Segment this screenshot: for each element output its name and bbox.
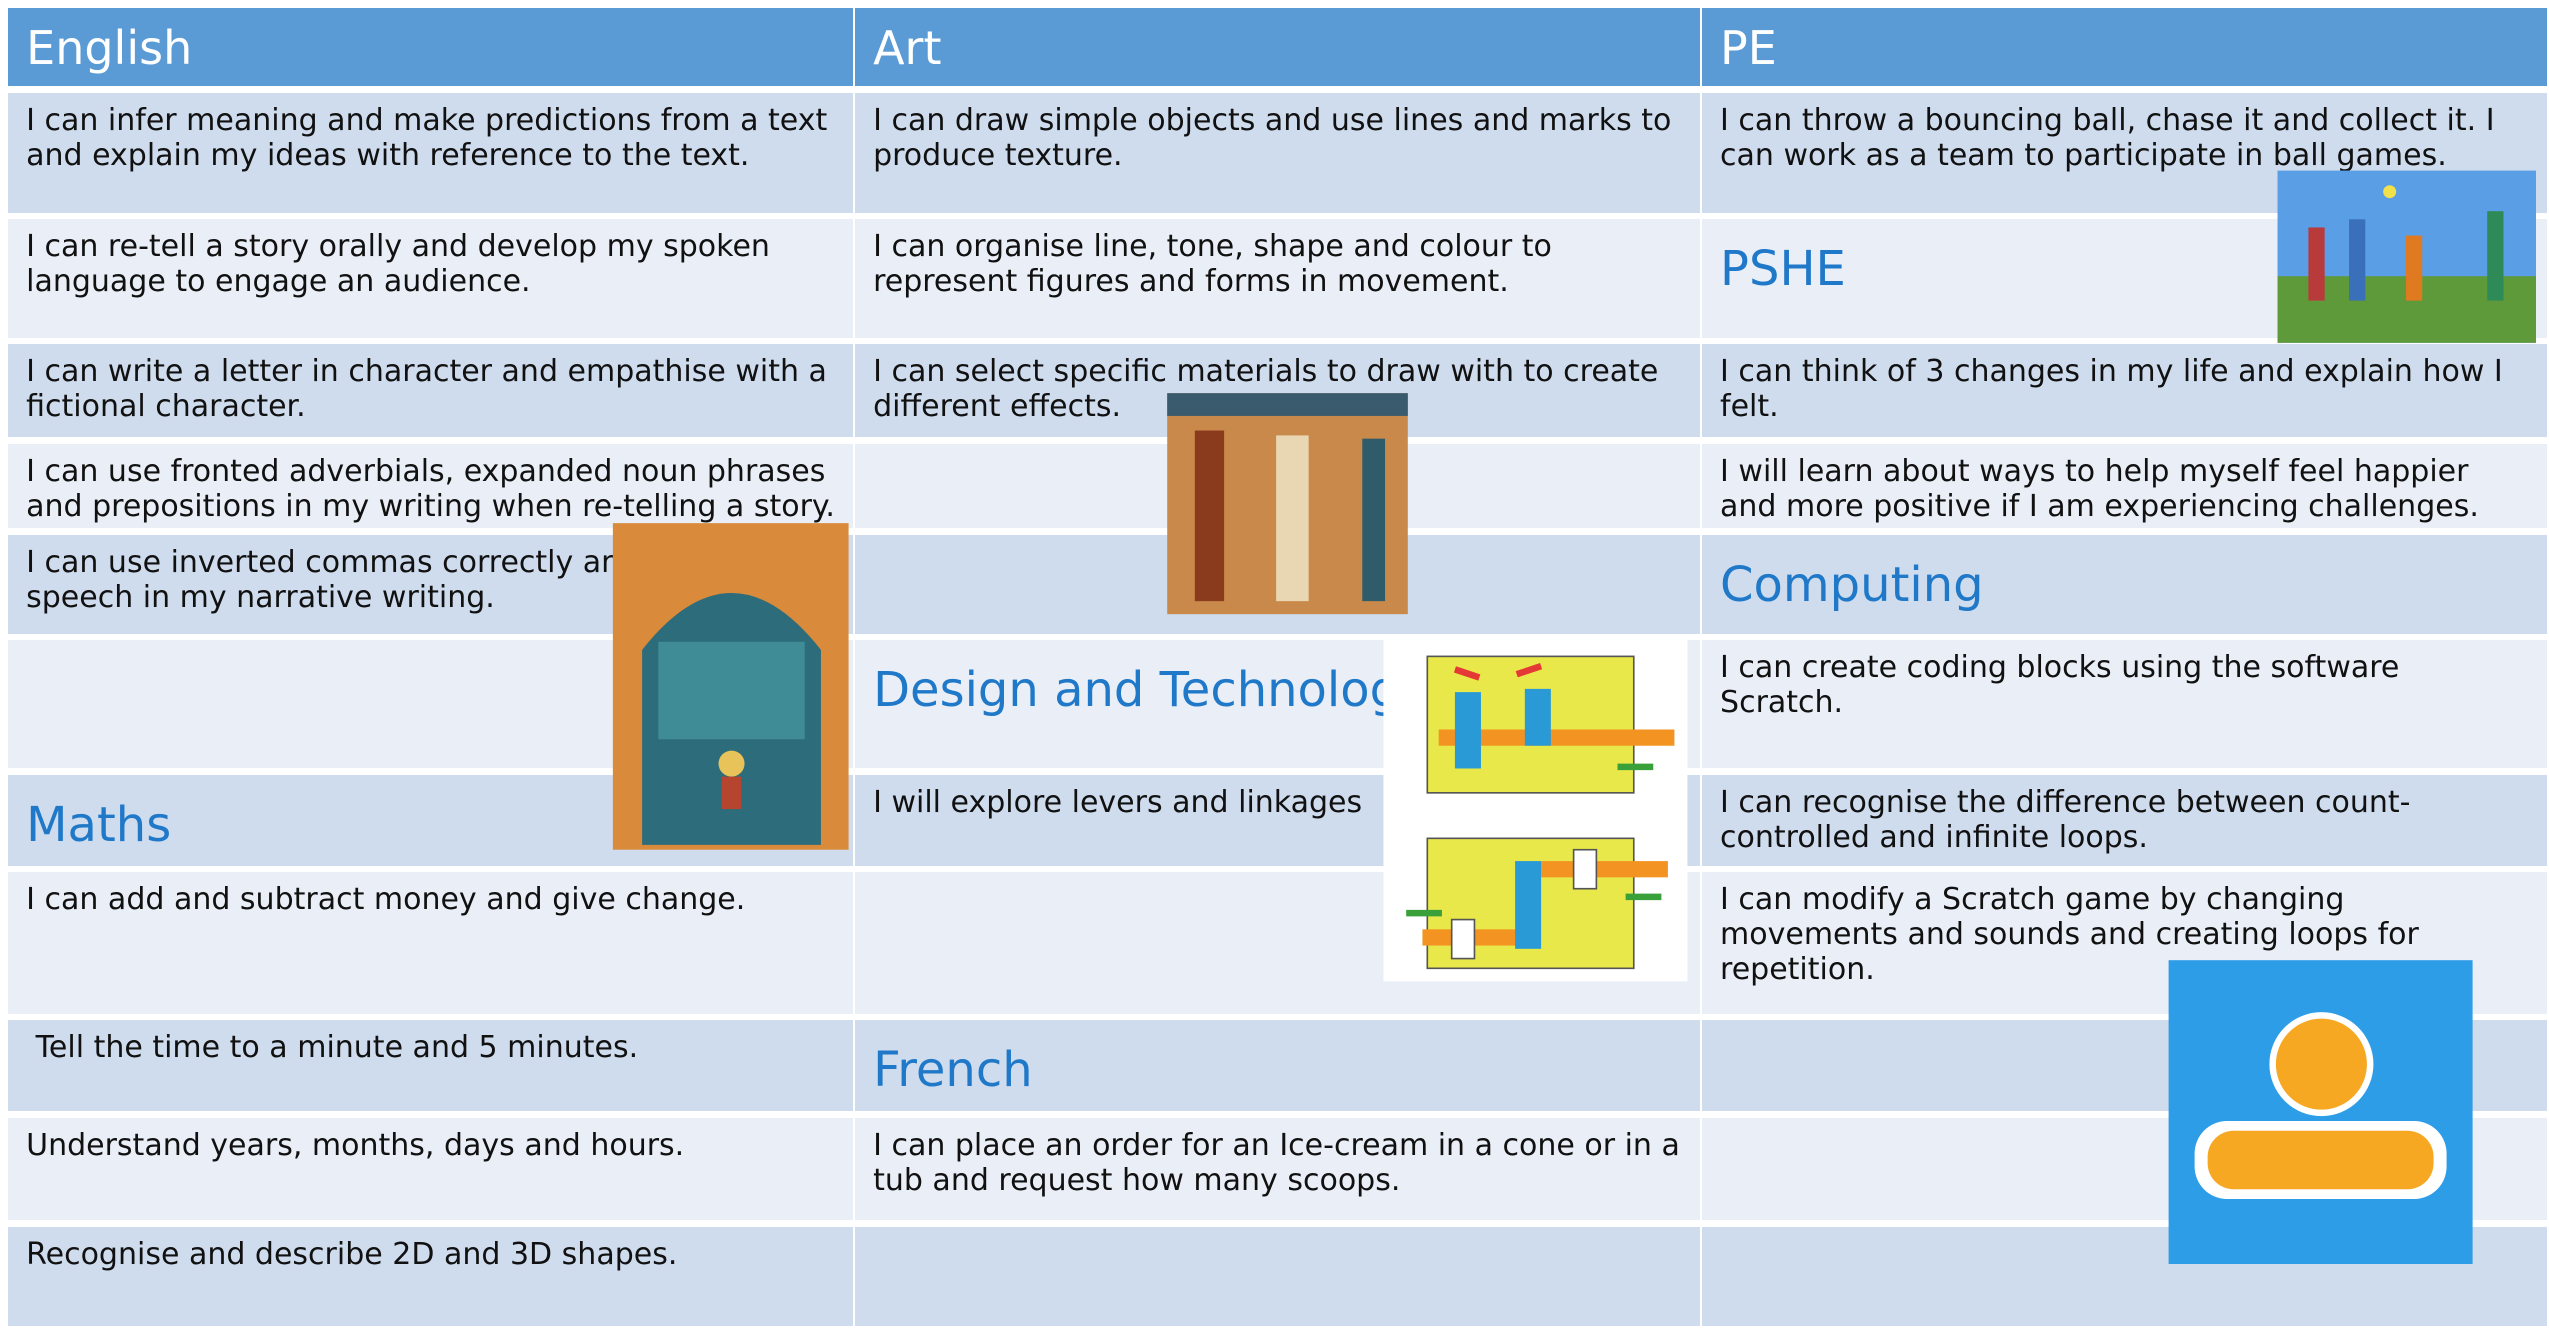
- table-cell: I can create coding blocks using the sof…: [1702, 640, 2548, 769]
- table-cell: I can organise line, tone, shape and col…: [855, 219, 1701, 338]
- table-cell: I can think of 3 changes in my life and …: [1702, 344, 2548, 438]
- scratch-logo-image: [2168, 960, 2473, 1265]
- column-header: Art: [855, 8, 1701, 87]
- table-cell: Recognise and describe 2D and 3D shapes.: [8, 1226, 854, 1326]
- subject-heading: Computing: [1702, 534, 2548, 634]
- table-cell: I can throw a bouncing ball, chase it an…: [1702, 92, 2548, 213]
- table-cell: Tell the time to a minute and 5 minutes.: [8, 1020, 854, 1112]
- table-cell: I can infer meaning and make predictions…: [8, 92, 854, 213]
- table-cell: I can re-tell a story orally and develop…: [8, 219, 854, 338]
- table-cell: I can recognise the difference between c…: [1702, 774, 2548, 866]
- children-playing-image: [2277, 170, 2536, 343]
- book-cover-image: [612, 523, 849, 850]
- table-cell: [855, 1226, 1701, 1326]
- table-cell: I can draw simple objects and use lines …: [855, 92, 1701, 213]
- table-cell: I can place an order for an Ice-cream in…: [855, 1117, 1701, 1221]
- table-cell: I can write a letter in character and em…: [8, 344, 854, 438]
- table-cell: Understand years, months, days and hours…: [8, 1117, 854, 1221]
- column-header: PE: [1702, 8, 2548, 87]
- table-cell: I can add and subtract money and give ch…: [8, 872, 854, 1014]
- table-cell: I can use fronted adverbials, expanded n…: [8, 443, 854, 528]
- levers-diagram-image: [1383, 638, 1688, 982]
- subject-heading: French: [855, 1020, 1701, 1112]
- column-header: English: [8, 8, 854, 87]
- table-cell: I can modify a Scratch game by changing …: [1702, 872, 2548, 1014]
- egyptian-art-image: [1167, 393, 1408, 615]
- table-cell: I will learn about ways to help myself f…: [1702, 443, 2548, 528]
